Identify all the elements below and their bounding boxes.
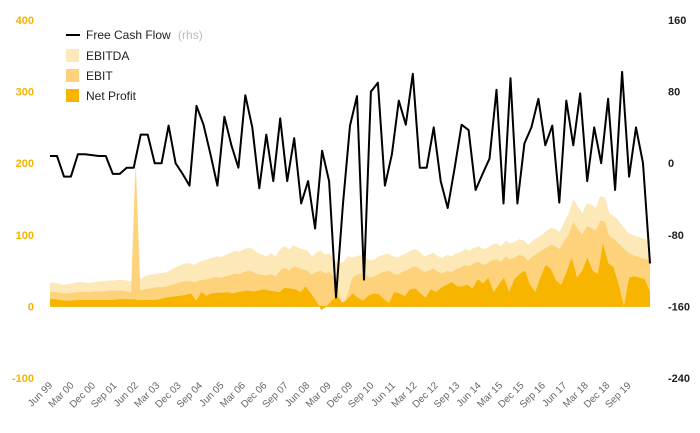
- left-tick-label: 300: [16, 87, 34, 99]
- legend-fcf-note: (rhs): [178, 28, 203, 42]
- right-tick-label: -160: [668, 301, 690, 313]
- right-y-axis: -240 -160 -80 0 80 160: [668, 15, 690, 385]
- left-tick-label: 400: [16, 15, 34, 27]
- line-layer: [50, 70, 651, 299]
- right-tick-label: 80: [668, 87, 680, 99]
- left-y-axis: -100 0 100 200 300 400: [12, 15, 34, 385]
- right-tick-label: 160: [668, 15, 686, 27]
- left-tick-label: 100: [16, 230, 34, 242]
- legend: Free Cash Flow (rhs) EBITDA EBIT Net Pro…: [66, 28, 203, 103]
- left-tick-label: 0: [28, 301, 34, 313]
- legend-net-profit-swatch: [66, 89, 79, 102]
- legend-fcf-name: Free Cash Flow: [86, 28, 171, 42]
- area-net-profit: [50, 243, 650, 310]
- right-tick-label: -80: [668, 230, 684, 242]
- legend-ebitda-label: EBITDA: [86, 49, 129, 63]
- right-tick-label: 0: [668, 158, 674, 170]
- legend-ebit-label: EBIT: [86, 69, 113, 83]
- right-tick-label: -240: [668, 373, 690, 385]
- legend-ebitda-swatch: [66, 49, 79, 62]
- area-layer: [50, 156, 650, 310]
- area-ebit: [50, 166, 650, 307]
- legend-fcf-label: Free Cash Flow (rhs): [86, 28, 203, 42]
- legend-ebit-swatch: [66, 69, 79, 82]
- left-tick-label: -100: [12, 373, 34, 385]
- legend-net-profit-label: Net Profit: [86, 89, 137, 103]
- line-free-cash-flow: [50, 70, 651, 299]
- left-tick-label: 200: [16, 158, 34, 170]
